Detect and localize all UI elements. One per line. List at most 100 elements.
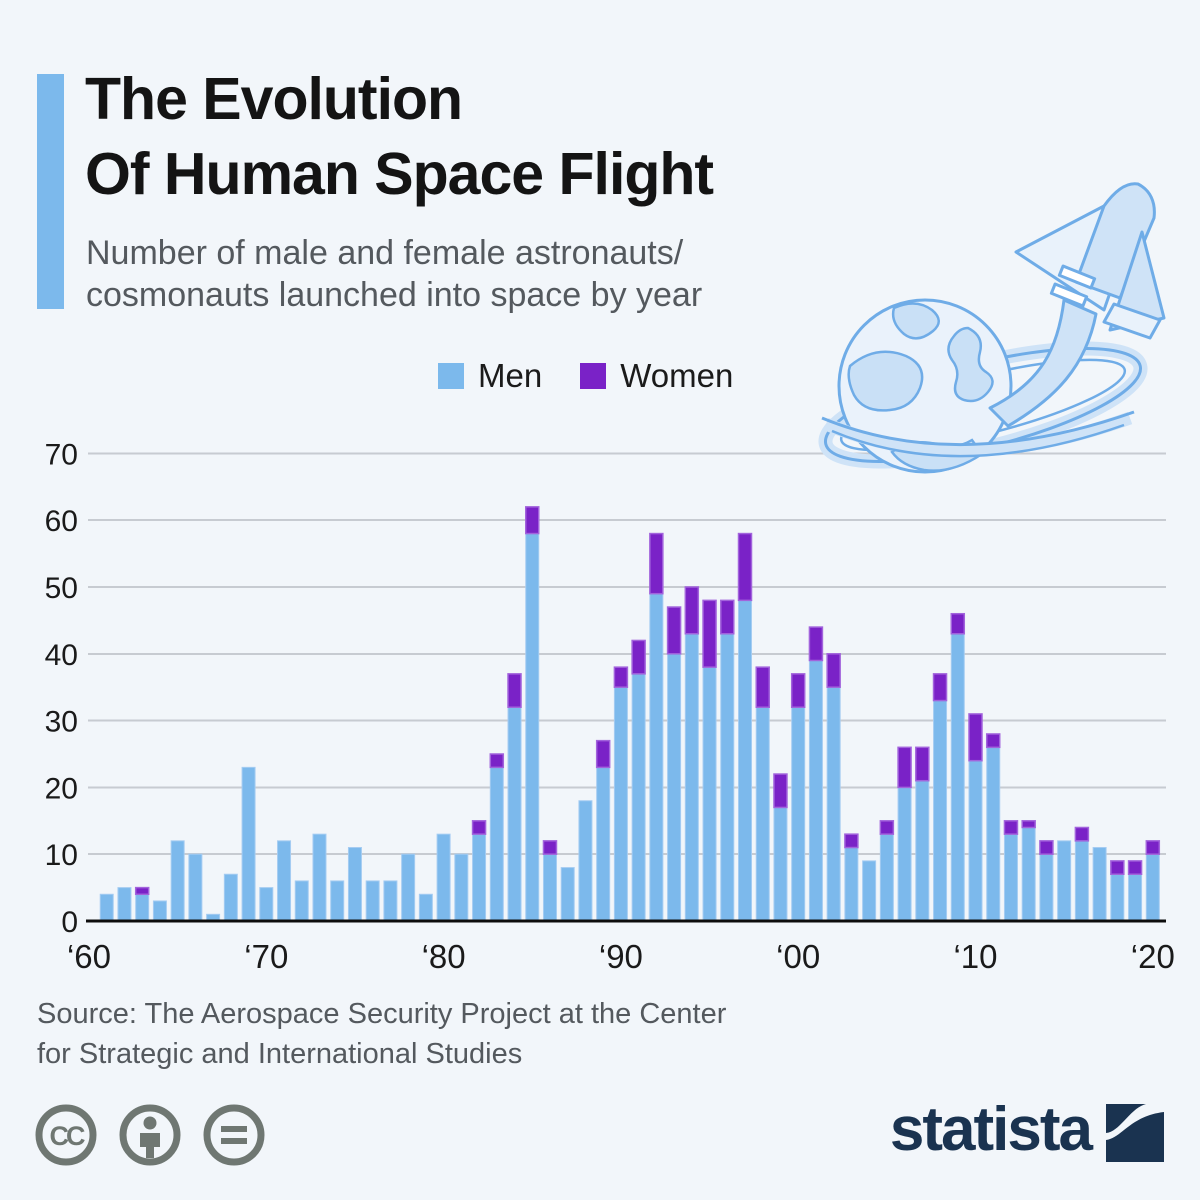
bar-women-2008 [932, 673, 948, 702]
bar-women-1998 [755, 666, 770, 708]
subtitle-line1: Number of male and female astronauts/ [86, 234, 684, 272]
bar-women-1997 [737, 532, 753, 602]
y-tick-label-60: 60 [45, 505, 78, 538]
bar-women-1991 [631, 639, 646, 675]
bar-women-1993 [666, 606, 682, 655]
bar-men-2009 [950, 633, 965, 922]
bar-women-2019 [1127, 860, 1143, 875]
bar-men-1993 [667, 653, 682, 922]
bar-men-1994 [684, 633, 699, 922]
bar-women-2006 [897, 746, 912, 789]
bar-men-1988 [578, 800, 593, 922]
bar-men-1986 [542, 853, 557, 922]
men-legend-swatch [438, 363, 464, 389]
chart-legend: Men Women [438, 357, 757, 394]
bar-men-1990 [613, 686, 628, 922]
orbit-ring-front [821, 410, 1135, 458]
page-subtitle: Number of male and female astronauts/cos… [86, 232, 702, 316]
bar-men-1989 [596, 766, 611, 922]
source-line2: for Strategic and International Studies [37, 1038, 523, 1070]
bar-women-1986 [542, 840, 558, 855]
bar-men-1998 [755, 706, 770, 922]
y-tick-label-20: 20 [45, 772, 78, 805]
bar-women-1983 [489, 753, 505, 769]
bar-men-1979 [418, 893, 433, 922]
bar-men-2014 [1039, 853, 1054, 922]
bar-men-1976 [365, 880, 380, 922]
bar-men-2016 [1074, 840, 1089, 922]
bar-men-2006 [897, 786, 912, 922]
bar-women-2010 [968, 713, 983, 762]
y-tick-label-30: 30 [45, 706, 78, 739]
bar-men-1961 [99, 893, 114, 922]
bar-men-2018 [1110, 873, 1125, 922]
men-legend-label: Men [478, 357, 543, 394]
bar-women-1963 [134, 886, 150, 896]
bar-men-1997 [738, 599, 753, 922]
x-tick-label-1990: ‘90 [599, 938, 643, 975]
bar-men-2001 [808, 659, 823, 922]
svg-text:CC: CC [50, 1121, 85, 1151]
bar-men-1974 [330, 880, 345, 922]
bar-men-2010 [968, 760, 983, 922]
bar-men-1972 [294, 880, 309, 922]
y-tick-label-10: 10 [45, 839, 78, 872]
bar-women-2007 [915, 746, 930, 782]
title-line1: The Evolution [85, 66, 463, 132]
bar-men-1987 [560, 867, 575, 922]
bar-women-2012 [1003, 820, 1019, 835]
bar-women-2014 [1039, 840, 1054, 855]
stacked-bar-chart: 0 10 20 30 40 50 60 70 ‘60 ‘70 ‘80 ‘90 ‘00 ‘10 ‘20 [45, 438, 1175, 975]
bar-men-1996 [720, 633, 735, 922]
bar-men-1970 [259, 887, 274, 922]
bar-women-2005 [879, 820, 895, 835]
bar-men-1992 [649, 593, 664, 922]
cc-license-icon: CC [35, 1104, 97, 1166]
statista-logo: statista [890, 1099, 1164, 1162]
title-line2: Of Human Space Flight [85, 141, 714, 207]
bar-men-1968 [223, 873, 238, 922]
bar-women-1995 [702, 599, 717, 668]
bar-men-2017 [1092, 847, 1107, 922]
bar-women-1982 [471, 820, 487, 835]
y-tick-label-40: 40 [45, 639, 78, 672]
earth-rocket-illustration [818, 182, 1166, 474]
bar-women-1989 [595, 739, 611, 769]
rocket-trail [988, 298, 1098, 428]
x-tick-label-1970: ‘70 [244, 938, 288, 975]
bar-women-1984 [507, 673, 522, 708]
bar-women-2013 [1021, 820, 1036, 829]
bar-women-2003 [844, 833, 859, 849]
attribution-person-icon [119, 1104, 181, 1166]
bar-men-1984 [507, 706, 522, 922]
bar-women-1992 [649, 532, 664, 595]
bar-women-1996 [720, 599, 735, 635]
bar-men-2008 [933, 700, 948, 922]
no-derivatives-equals-icon [203, 1104, 265, 1166]
y-tick-label-50: 50 [45, 572, 78, 605]
bar-men-2002 [826, 686, 841, 922]
bar-women-2002 [826, 653, 841, 688]
x-tick-label-2020: ‘20 [1131, 938, 1175, 975]
bar-women-2009 [950, 612, 966, 635]
x-tick-label-2000: ‘00 [776, 938, 820, 975]
statista-logo-mark [1106, 1104, 1164, 1162]
space-shuttle-icon [1014, 182, 1166, 340]
bar-men-2000 [791, 706, 806, 922]
bar-men-1973 [312, 833, 327, 922]
bar-women-2018 [1110, 860, 1125, 875]
bar-women-2016 [1074, 826, 1090, 842]
bar-men-1983 [489, 766, 504, 922]
bar-women-2011 [985, 733, 1001, 749]
source-line1: Source: The Aerospace Security Project a… [37, 998, 727, 1030]
bar-men-1977 [383, 880, 398, 922]
bar-men-1982 [472, 833, 487, 922]
bar-men-2019 [1128, 873, 1143, 922]
women-legend-swatch [580, 363, 607, 389]
bar-men-1975 [347, 847, 362, 922]
bar-men-1985 [525, 533, 540, 922]
bar-women-2001 [808, 626, 824, 662]
bar-men-1965 [170, 840, 185, 922]
source-note: Source: The Aerospace Security Project a… [37, 994, 726, 1074]
y-tick-label-70: 70 [45, 438, 78, 471]
